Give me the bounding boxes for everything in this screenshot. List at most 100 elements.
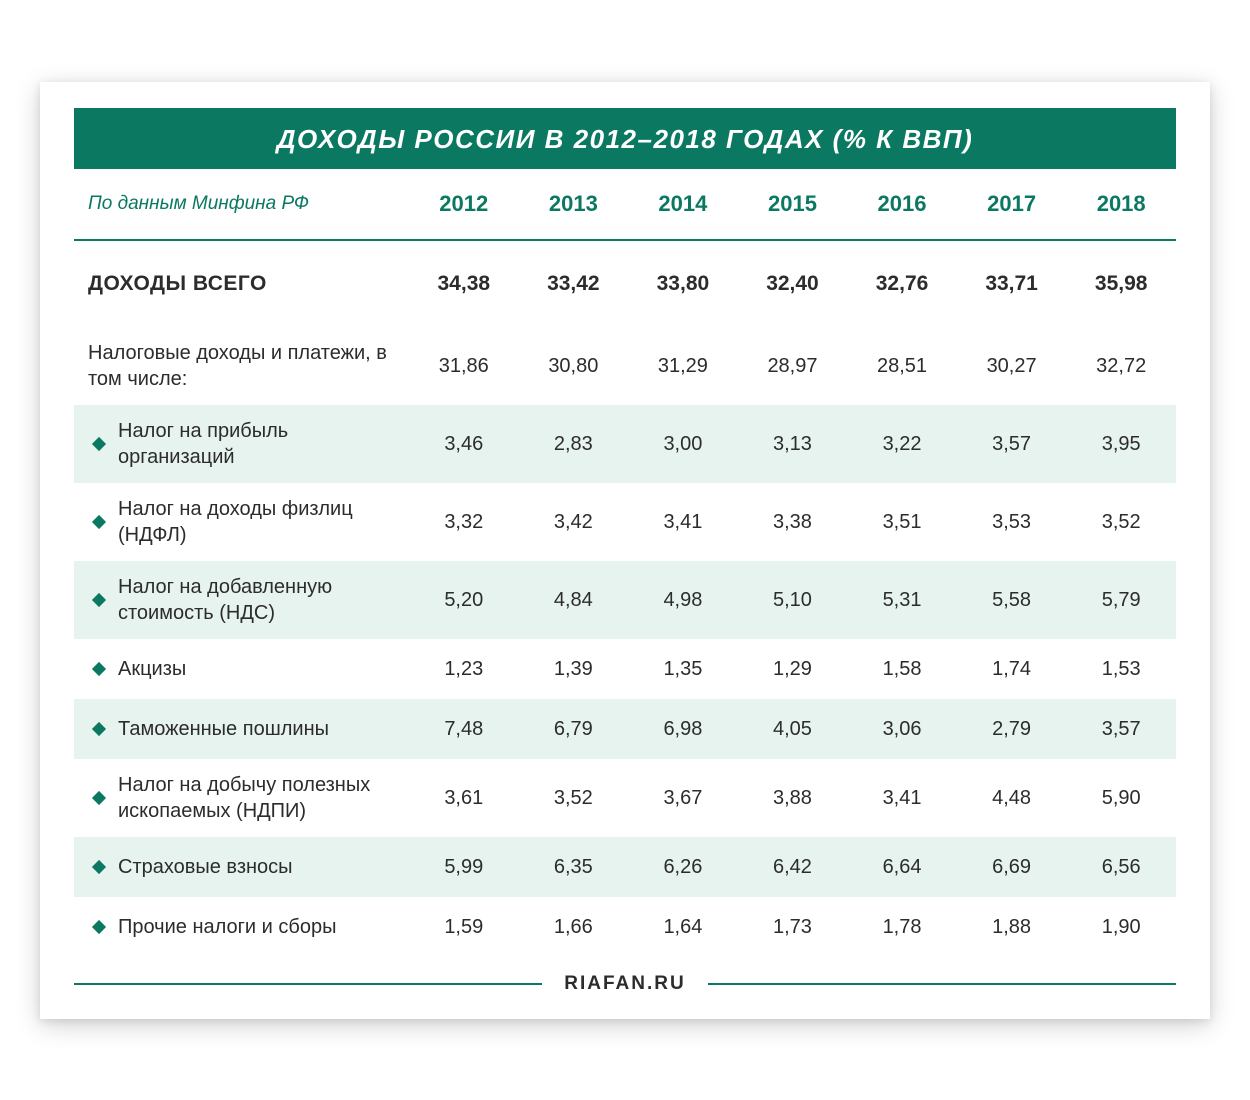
data-cell: 1,39 bbox=[519, 639, 629, 699]
data-cell: 1,35 bbox=[628, 639, 738, 699]
data-cell: 1,23 bbox=[409, 639, 519, 699]
data-cell: 28,97 bbox=[738, 327, 848, 405]
data-cell: 3,51 bbox=[847, 483, 957, 561]
row-label: Налог на добычу полезных ископаемых (НДП… bbox=[118, 772, 403, 824]
data-cell: 3,42 bbox=[519, 483, 629, 561]
data-cell: 3,32 bbox=[409, 483, 519, 561]
row-label: Таможенные пошлины bbox=[118, 716, 403, 742]
col-header: 2016 bbox=[847, 169, 957, 240]
row-label-cell: Налог на добычу полезных ископаемых (НДП… bbox=[74, 759, 409, 837]
row-label-cell: Налог на прибыль организаций bbox=[74, 405, 409, 483]
table-header-row: По данным Минфина РФ 2012 2013 2014 2015… bbox=[74, 169, 1176, 240]
col-header: 2017 bbox=[957, 169, 1067, 240]
data-cell: 3,41 bbox=[847, 759, 957, 837]
data-cell: 3,57 bbox=[957, 405, 1067, 483]
total-cell: 35,98 bbox=[1066, 240, 1176, 327]
diamond-bullet-icon bbox=[92, 514, 106, 528]
diamond-bullet-icon bbox=[92, 790, 106, 804]
data-cell: 6,56 bbox=[1066, 837, 1176, 897]
total-label: ДОХОДЫ ВСЕГО bbox=[74, 240, 409, 327]
data-cell: 28,51 bbox=[847, 327, 957, 405]
data-cell: 32,72 bbox=[1066, 327, 1176, 405]
row-label-cell: Страховые взносы bbox=[74, 837, 409, 897]
data-cell: 1,59 bbox=[409, 897, 519, 957]
total-row: ДОХОДЫ ВСЕГО 34,38 33,42 33,80 32,40 32,… bbox=[74, 240, 1176, 327]
data-cell: 1,88 bbox=[957, 897, 1067, 957]
bullet-wrap: Акцизы bbox=[88, 656, 403, 682]
data-cell: 1,58 bbox=[847, 639, 957, 699]
table-row: Акцизы1,231,391,351,291,581,741,53 bbox=[74, 639, 1176, 699]
col-header: 2015 bbox=[738, 169, 848, 240]
table-title: ДОХОДЫ РОССИИ В 2012–2018 ГОДАХ (% К ВВП… bbox=[74, 108, 1176, 169]
table-row: Таможенные пошлины7,486,796,984,053,062,… bbox=[74, 699, 1176, 759]
row-label-cell: Налог на добавленную стоимость (НДС) bbox=[74, 561, 409, 639]
table-row: Страховые взносы5,996,356,266,426,646,69… bbox=[74, 837, 1176, 897]
table-subtitle: По данным Минфина РФ bbox=[74, 169, 409, 240]
table-card: ДОХОДЫ РОССИИ В 2012–2018 ГОДАХ (% К ВВП… bbox=[40, 82, 1210, 1019]
data-cell: 4,84 bbox=[519, 561, 629, 639]
row-label: Акцизы bbox=[118, 656, 403, 682]
total-cell: 34,38 bbox=[409, 240, 519, 327]
data-cell: 3,22 bbox=[847, 405, 957, 483]
data-cell: 3,00 bbox=[628, 405, 738, 483]
row-label-cell: Налог на доходы физлиц (НДФЛ) bbox=[74, 483, 409, 561]
row-label-cell: Акцизы bbox=[74, 639, 409, 699]
data-cell: 3,57 bbox=[1066, 699, 1176, 759]
total-cell: 32,76 bbox=[847, 240, 957, 327]
data-cell: 6,35 bbox=[519, 837, 629, 897]
data-cell: 1,73 bbox=[738, 897, 848, 957]
col-header: 2013 bbox=[519, 169, 629, 240]
data-cell: 31,29 bbox=[628, 327, 738, 405]
data-cell: 1,64 bbox=[628, 897, 738, 957]
table-row: Налоговые доходы и платежи, в том числе:… bbox=[74, 327, 1176, 405]
data-cell: 1,90 bbox=[1066, 897, 1176, 957]
data-cell: 3,95 bbox=[1066, 405, 1176, 483]
data-cell: 6,64 bbox=[847, 837, 957, 897]
data-cell: 4,98 bbox=[628, 561, 738, 639]
footer-rule-left bbox=[74, 983, 542, 985]
data-cell: 5,20 bbox=[409, 561, 519, 639]
data-cell: 4,05 bbox=[738, 699, 848, 759]
diamond-bullet-icon bbox=[92, 919, 106, 933]
data-cell: 3,53 bbox=[957, 483, 1067, 561]
data-cell: 6,69 bbox=[957, 837, 1067, 897]
data-cell: 5,58 bbox=[957, 561, 1067, 639]
table-row: Прочие налоги и сборы1,591,661,641,731,7… bbox=[74, 897, 1176, 957]
col-header: 2012 bbox=[409, 169, 519, 240]
data-cell: 3,88 bbox=[738, 759, 848, 837]
diamond-bullet-icon bbox=[92, 592, 106, 606]
table-body: ДОХОДЫ ВСЕГО 34,38 33,42 33,80 32,40 32,… bbox=[74, 240, 1176, 957]
data-cell: 31,86 bbox=[409, 327, 519, 405]
diamond-bullet-icon bbox=[92, 859, 106, 873]
data-cell: 2,79 bbox=[957, 699, 1067, 759]
table-row: Налог на добычу полезных ископаемых (НДП… bbox=[74, 759, 1176, 837]
col-header: 2014 bbox=[628, 169, 738, 240]
data-cell: 1,29 bbox=[738, 639, 848, 699]
table-row: Налог на прибыль организаций3,462,833,00… bbox=[74, 405, 1176, 483]
bullet-wrap: Налог на доходы физлиц (НДФЛ) bbox=[88, 496, 403, 548]
diamond-bullet-icon bbox=[92, 721, 106, 735]
data-cell: 3,61 bbox=[409, 759, 519, 837]
data-cell: 6,42 bbox=[738, 837, 848, 897]
bullet-wrap: Налог на добычу полезных ископаемых (НДП… bbox=[88, 772, 403, 824]
data-cell: 5,10 bbox=[738, 561, 848, 639]
data-cell: 2,83 bbox=[519, 405, 629, 483]
bullet-wrap: Таможенные пошлины bbox=[88, 716, 403, 742]
data-cell: 5,99 bbox=[409, 837, 519, 897]
data-cell: 1,74 bbox=[957, 639, 1067, 699]
data-cell: 3,13 bbox=[738, 405, 848, 483]
data-cell: 3,52 bbox=[1066, 483, 1176, 561]
row-label: Прочие налоги и сборы bbox=[118, 914, 403, 940]
row-label: Страховые взносы bbox=[118, 854, 403, 880]
source-label: RIAFAN.RU bbox=[564, 973, 685, 995]
data-cell: 30,80 bbox=[519, 327, 629, 405]
diamond-bullet-icon bbox=[92, 661, 106, 675]
data-cell: 3,52 bbox=[519, 759, 629, 837]
table-row: Налог на добавленную стоимость (НДС)5,20… bbox=[74, 561, 1176, 639]
data-cell: 3,67 bbox=[628, 759, 738, 837]
bullet-wrap: Налог на прибыль организаций bbox=[88, 418, 403, 470]
data-cell: 3,38 bbox=[738, 483, 848, 561]
data-cell: 4,48 bbox=[957, 759, 1067, 837]
table-footer: RIAFAN.RU bbox=[74, 973, 1176, 995]
top-spacer bbox=[40, 82, 1210, 108]
